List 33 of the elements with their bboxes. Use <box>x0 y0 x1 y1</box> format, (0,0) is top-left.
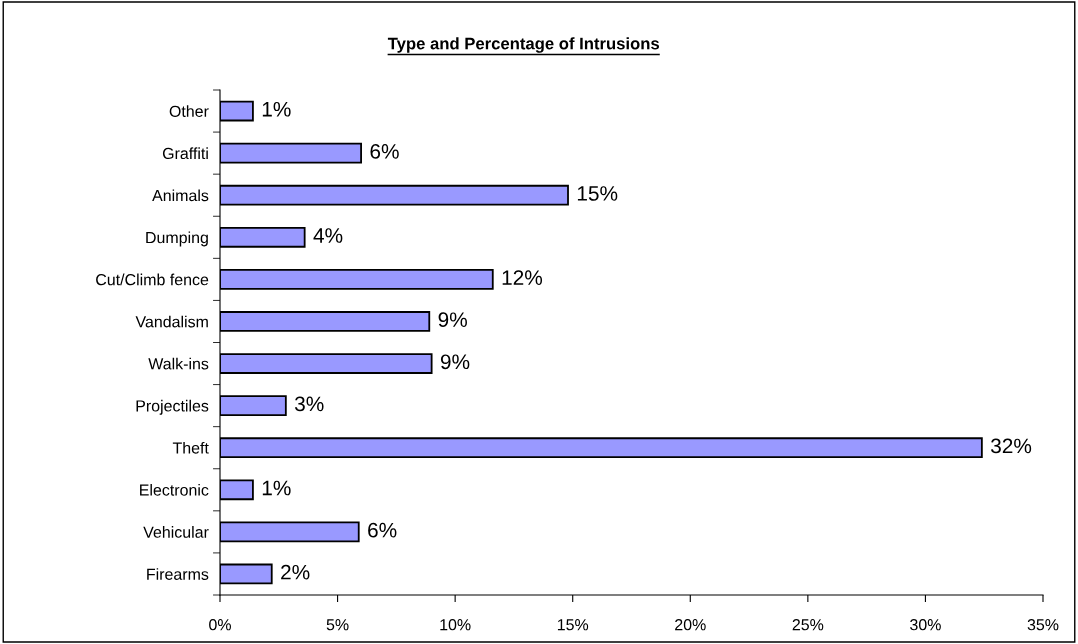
y-tick-label: Vandalism <box>135 315 208 328</box>
data-label: 9% <box>438 312 467 328</box>
x-tick-label: 10% <box>440 619 471 631</box>
y-tick-label: Other <box>169 105 209 117</box>
data-label: 6% <box>368 522 397 538</box>
data-label: 1% <box>262 480 291 496</box>
x-tick-label: 25% <box>792 619 824 631</box>
data-label: 6% <box>370 143 399 159</box>
y-tick-label: Cut/Climb fence <box>96 273 209 286</box>
x-tick-label: 35% <box>1027 619 1059 631</box>
y-tick-label: Vehicular <box>143 526 209 538</box>
y-tick-label: Firearms <box>147 568 209 580</box>
x-tick-label: 20% <box>675 619 706 631</box>
y-tick-label: Electronic <box>140 484 209 496</box>
data-label: 15% <box>577 186 618 201</box>
y-tick-label: Walk-ins <box>148 357 209 370</box>
y-tick-label: Dumping <box>146 231 208 247</box>
x-tick-label: 30% <box>910 619 941 631</box>
data-label: 3% <box>294 396 324 412</box>
x-tick-label: 5% <box>326 619 349 631</box>
y-tick-label: Projectiles <box>136 399 209 415</box>
data-label: 9% <box>440 354 470 370</box>
data-label: 32% <box>990 438 1032 454</box>
y-tick-label: Theft <box>172 441 209 454</box>
data-label: 12% <box>502 270 543 285</box>
data-label: 4% <box>313 228 343 243</box>
data-label: 1% <box>262 101 291 117</box>
x-tick-label: 0% <box>209 619 231 631</box>
y-tick-label: Graffiti <box>162 147 208 160</box>
data-label: 2% <box>281 564 310 580</box>
y-tick-label: Animals <box>152 189 209 202</box>
chart-title: Type and Percentage of Intrusions <box>387 37 660 53</box>
x-tick-label: 15% <box>557 619 589 631</box>
